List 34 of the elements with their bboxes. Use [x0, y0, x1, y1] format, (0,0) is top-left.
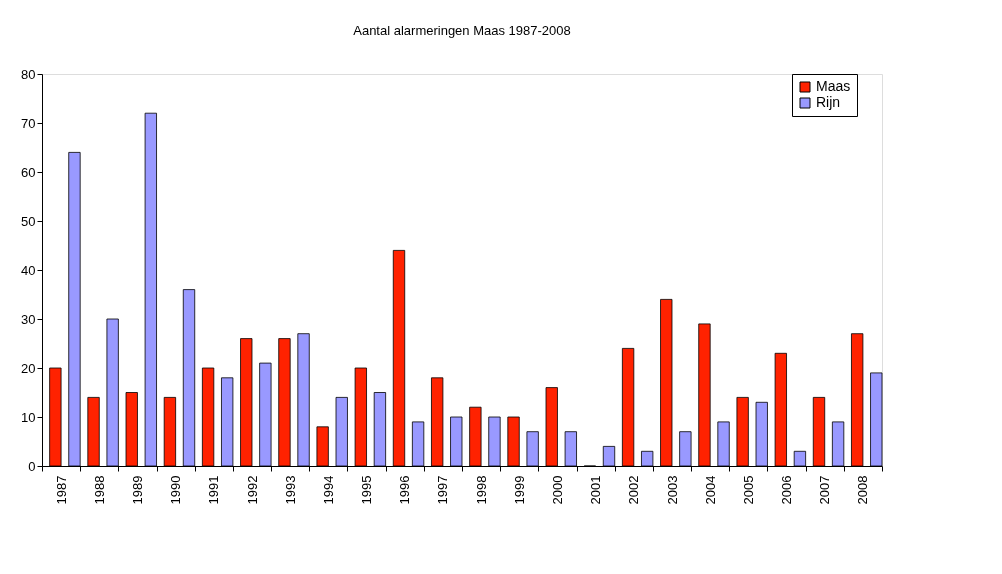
x-tick-label: 1987	[53, 475, 69, 505]
x-tick-label: 1997	[435, 475, 451, 505]
x-tick-label: 1990	[168, 475, 184, 505]
y-tick-label: 20	[21, 360, 36, 376]
x-tick-label: 1999	[511, 475, 527, 505]
x-tick-label: 2005	[740, 475, 756, 505]
y-tick-label: 10	[21, 409, 36, 425]
x-tick-label: 2000	[549, 475, 565, 505]
y-tick-label: 80	[21, 66, 36, 82]
x-tick-label: 1992	[244, 475, 260, 505]
legend-label: Maas	[816, 78, 851, 94]
y-tick-label: 0	[28, 458, 36, 474]
y-tick-label: 30	[21, 311, 36, 327]
x-tick-label: 1988	[91, 475, 107, 505]
x-tick-label: 2007	[817, 475, 833, 505]
x-tick-label: 2003	[664, 475, 680, 505]
x-tick-label: 2006	[779, 475, 795, 505]
y-tick-label: 50	[21, 213, 36, 229]
x-tick-label: 2001	[588, 475, 604, 505]
x-tick-label: 1995	[359, 475, 375, 505]
y-tick-label: 40	[21, 262, 36, 278]
x-tick-label: 1994	[320, 475, 336, 505]
x-tick-label: 2008	[855, 475, 871, 505]
y-tick-label: 70	[21, 115, 36, 131]
x-tick-label: 1998	[473, 475, 489, 505]
x-tick-label: 1996	[397, 475, 413, 505]
x-tick-label: 1991	[206, 475, 222, 505]
x-tick-label: 1993	[282, 475, 298, 505]
x-tick-label: 1989	[129, 475, 145, 505]
chart-title: Aantal alarmeringen Maas 1987-2008	[353, 23, 571, 38]
x-tick-label: 2002	[626, 475, 642, 505]
x-tick-label: 2004	[702, 475, 718, 505]
y-tick-label: 60	[21, 164, 36, 180]
legend-label: Rijn	[816, 94, 841, 110]
